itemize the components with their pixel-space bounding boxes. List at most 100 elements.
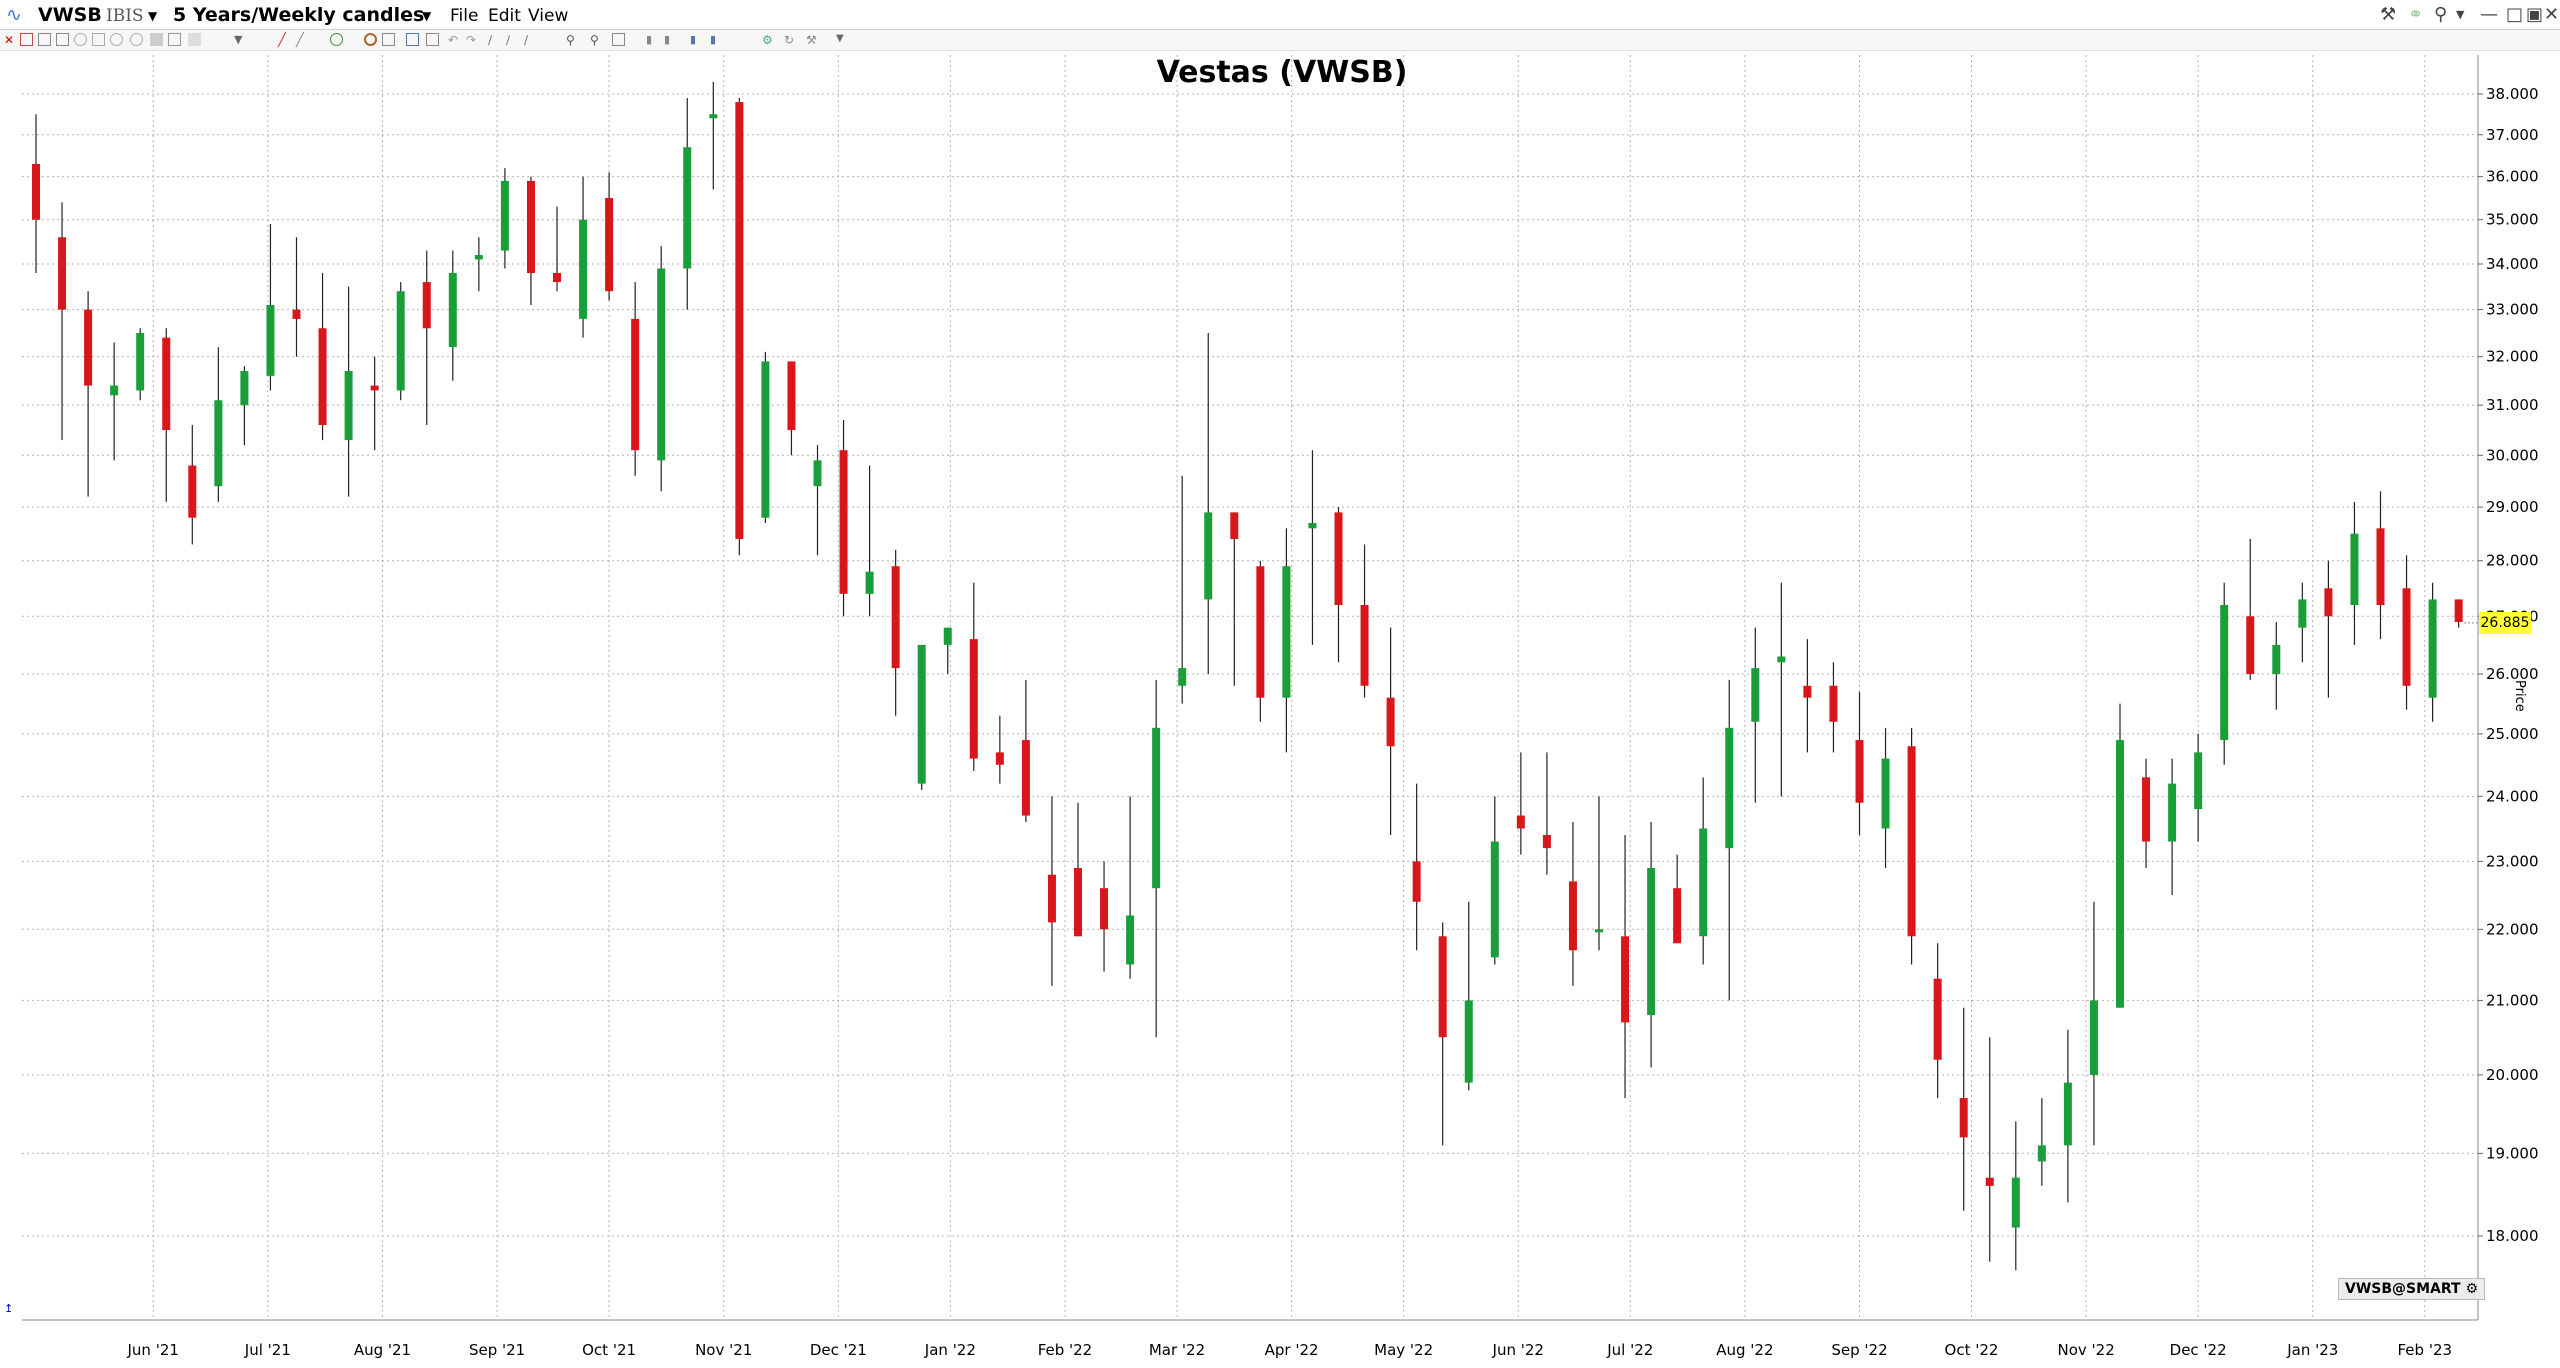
square-icon[interactable]: [188, 33, 201, 46]
candle-body: [32, 163, 40, 220]
fibonacci-icon[interactable]: ∕: [506, 33, 511, 47]
menu-edit[interactable]: Edit: [488, 6, 521, 26]
price-tick-label: 20.000: [2486, 1066, 2539, 1084]
target-icon[interactable]: [364, 33, 377, 46]
symbol-dropdown-icon[interactable]: ▼: [148, 9, 158, 23]
time-tick-label: Sep '21: [469, 1341, 525, 1359]
candle-up: [2063, 1029, 2072, 1203]
pin-dropdown-icon[interactable]: ▼: [2456, 8, 2465, 21]
period-selector[interactable]: 5 Years/Weekly candles: [173, 4, 425, 26]
ray-icon[interactable]: ╱: [296, 33, 304, 48]
candle-body: [58, 237, 67, 310]
globe-icon[interactable]: [330, 33, 343, 46]
candle-up: [1881, 727, 1890, 869]
chart-legend[interactable]: VWSB@SMART ⚙: [2338, 1278, 2486, 1300]
time-tick-label: Aug '21: [354, 1341, 411, 1359]
candle-up: [1308, 450, 1317, 645]
table-icon[interactable]: [426, 33, 439, 46]
candle-up: [1490, 796, 1499, 965]
candle-down: [1803, 639, 1812, 753]
wrench-icon[interactable]: ⚒: [2380, 4, 2397, 25]
refresh-icon[interactable]: [110, 33, 123, 46]
record-icon[interactable]: [130, 33, 143, 46]
candle-body: [787, 361, 796, 431]
candle-up: [2272, 621, 2281, 710]
candle-up: [2350, 501, 2359, 645]
zoom-marker-icon[interactable]: ↥: [4, 1302, 14, 1315]
candle-body: [292, 309, 301, 319]
candle-down: [1933, 943, 1942, 1099]
candle-body: [657, 268, 666, 461]
period-dropdown-icon[interactable]: ▼: [422, 9, 432, 23]
candle-down: [1100, 861, 1109, 972]
candle-body: [1360, 605, 1369, 686]
candle-body: [2272, 644, 2281, 674]
cursor-icon[interactable]: [38, 33, 51, 46]
link-icon[interactable]: ⚭: [2408, 4, 2424, 25]
candle-body: [2168, 783, 2177, 842]
candle-body: [1100, 888, 1109, 930]
symbol-label[interactable]: VWSB: [38, 4, 102, 26]
candle-body: [1647, 868, 1656, 1016]
compare-icon[interactable]: ▮: [690, 33, 697, 46]
candle-body: [2142, 777, 2151, 842]
channel-icon[interactable]: ∕: [524, 33, 529, 47]
redo-icon[interactable]: ↷: [466, 33, 477, 47]
candle-down: [1230, 512, 1239, 686]
candle-body: [1308, 522, 1317, 529]
candle-body: [1438, 936, 1447, 1038]
grid-icon[interactable]: [56, 33, 69, 46]
bar-width-icon[interactable]: ▮: [646, 33, 653, 46]
candle-body: [1516, 815, 1525, 829]
minimize-button[interactable]: —: [2480, 4, 2498, 25]
circle-tool-icon[interactable]: [74, 33, 87, 46]
trendline-icon[interactable]: ╱: [278, 33, 286, 48]
pin-icon[interactable]: ⚲: [2434, 4, 2448, 25]
legend-settings-icon[interactable]: ⚙: [2465, 1281, 2479, 1297]
undo-icon[interactable]: ↶: [448, 33, 459, 47]
zoom-out-icon[interactable]: ⚲: [590, 33, 599, 47]
draw-line-icon[interactable]: ∕: [488, 33, 493, 47]
delete-icon[interactable]: ✕: [4, 33, 15, 47]
menu-view[interactable]: View: [528, 6, 569, 26]
candle-up: [1725, 679, 1734, 1001]
calendar-icon[interactable]: [406, 33, 419, 46]
zoom-fit-icon[interactable]: [612, 33, 625, 46]
candle-down: [787, 361, 796, 456]
search-tool-icon[interactable]: [382, 33, 395, 46]
bar-narrow-icon[interactable]: ▮: [664, 33, 671, 46]
time-tick-label: Jul '21: [244, 1341, 291, 1359]
price-tick-label: 37.000: [2486, 126, 2539, 144]
screen-icon[interactable]: [168, 33, 181, 46]
restore-button[interactable]: □: [2506, 4, 2524, 25]
exchange-label: IBIS: [106, 6, 144, 26]
candle-up: [683, 98, 692, 310]
tools-icon[interactable]: ⚒: [806, 33, 817, 47]
candle-up: [1595, 796, 1603, 951]
candle-up: [500, 168, 509, 269]
candle-body: [995, 752, 1004, 765]
pencil-icon[interactable]: [150, 33, 163, 46]
candle-up: [579, 176, 588, 338]
toolbar-more-icon[interactable]: ▼: [836, 33, 844, 44]
scale-icon[interactable]: [92, 33, 105, 46]
settings-icon[interactable]: ⚙: [762, 33, 773, 47]
sync-icon[interactable]: ↻: [784, 33, 795, 47]
crosshair-icon[interactable]: [20, 33, 33, 46]
fullscreen-button[interactable]: ▣: [2526, 4, 2544, 25]
close-button[interactable]: ✕: [2544, 4, 2560, 25]
candle-body: [474, 255, 483, 260]
time-tick-label: Jan '23: [2286, 1341, 2338, 1359]
candle-body: [2428, 599, 2437, 698]
candle-up: [1699, 777, 1708, 965]
zoom-in-icon[interactable]: ⚲: [566, 33, 575, 47]
candle-body: [1074, 868, 1082, 937]
candle-body: [2454, 599, 2463, 622]
candle-body: [1152, 727, 1161, 889]
indicator-icon[interactable]: ▮: [710, 33, 717, 46]
price-tick-label: 18.000: [2486, 1227, 2539, 1245]
menu-file[interactable]: File: [450, 6, 479, 26]
candle-body: [110, 385, 119, 396]
filter-icon[interactable]: ▼: [234, 33, 243, 46]
candle-body: [2376, 528, 2385, 606]
